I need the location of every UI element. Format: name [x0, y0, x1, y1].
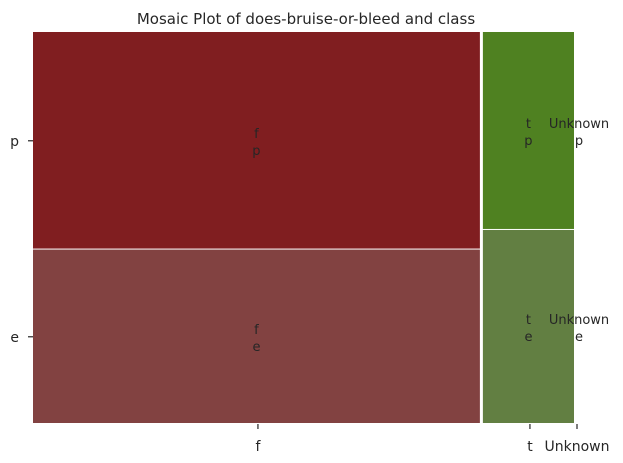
- y-axis: pe: [10, 134, 33, 346]
- mosaic-cell-f-p: [33, 32, 480, 249]
- x-axis: f t Unknown: [255, 424, 610, 455]
- chart-title: Mosaic Plot of does-bruise-or-bleed and …: [137, 10, 475, 28]
- y-tick-label-p: p: [10, 134, 19, 150]
- x-tick-label-unknown: Unknown: [545, 439, 610, 455]
- mosaic-cell-t-e: [482, 229, 574, 423]
- mosaic-cell-t-p: [482, 32, 574, 229]
- mosaic-cell-f-e: [33, 249, 480, 423]
- plot-area: f p f e t p t e Unknown p Unknown e: [33, 32, 609, 423]
- x-tick-label-t: t: [527, 439, 533, 455]
- cell-label-unknown-e: Unknown e: [549, 313, 609, 345]
- x-tick-label-f: f: [255, 439, 261, 455]
- cell-label-unknown-p: Unknown p: [549, 117, 609, 149]
- y-tick-label-e: e: [10, 330, 19, 346]
